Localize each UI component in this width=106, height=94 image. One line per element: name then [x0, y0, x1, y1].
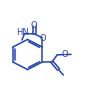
- Text: HN: HN: [16, 28, 29, 37]
- Text: O: O: [61, 50, 68, 59]
- Text: O: O: [39, 34, 46, 43]
- Text: O: O: [31, 21, 38, 30]
